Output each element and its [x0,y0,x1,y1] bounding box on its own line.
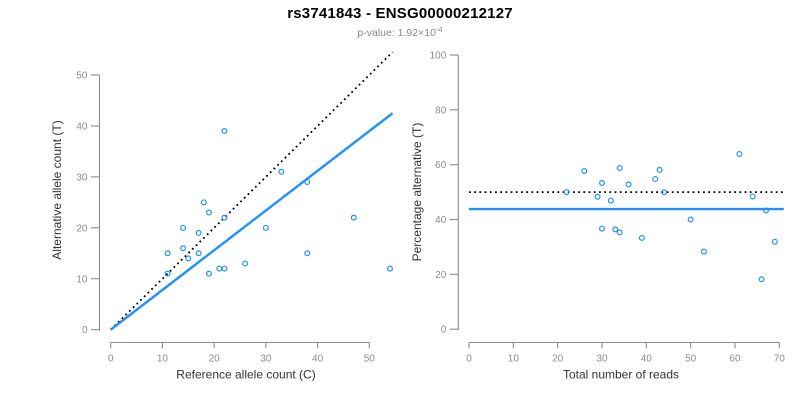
data-point [656,166,663,173]
data-point [278,168,285,175]
data-point [200,199,207,206]
data-point [616,164,623,171]
allele-counts-plot: 0 10 20 30 40 50 0 10 20 30 40 50 Reference allele c… [50,51,394,382]
data-point [164,270,171,277]
y-tick-label: 50 [76,71,88,82]
x-tick-label: 50 [685,354,697,365]
data-point [185,255,192,262]
data-point [612,226,619,233]
data-point [180,245,187,252]
data-point [598,180,605,187]
data-point [262,224,269,231]
y-tick-label: 100 [430,51,447,62]
data-point [638,234,645,241]
data-point [221,128,228,135]
x-tick-label: 20 [552,354,564,365]
data-point [581,167,588,174]
y-tick-label: 30 [76,172,88,183]
data-point [700,248,707,255]
x-axis-title: Total number of reads [563,368,679,382]
y-tick-label: 0 [82,325,88,336]
data-point [763,207,770,214]
y-tick-label: 40 [435,215,447,226]
data-point [687,216,694,223]
data-point [180,224,187,231]
data-point [736,150,743,157]
x-tick-label: 10 [157,354,169,365]
data-point [598,225,605,232]
data-point [758,276,765,283]
y-tick-label: 20 [76,223,88,234]
data-point [304,178,311,185]
data-point [771,238,778,245]
x-tick-label: 10 [508,354,520,365]
x-tick-label: 60 [729,354,741,365]
data-point [661,189,668,196]
data-point [563,189,570,196]
x-tick-label: 70 [774,354,786,365]
x-tick-label: 40 [641,354,653,365]
y-tick-label: 10 [76,274,88,285]
data-point [304,250,311,257]
pvalue-text: p-value: 1.92×10 [357,27,436,39]
y-tick-label: 60 [435,160,447,171]
y-axis-title: Alternative allele count (T) [50,120,64,259]
data-point [164,250,171,257]
x-tick-label: 30 [260,354,272,365]
data-point [616,229,623,236]
data-point [205,209,212,216]
data-point [205,270,212,277]
data-point [242,260,249,267]
y-tick-label: 20 [435,270,447,281]
x-axis-title: Reference allele count (C) [176,368,315,382]
fit-line [109,112,394,331]
data-point [652,175,659,182]
y-tick-label: 0 [441,325,447,336]
y-tick-label: 40 [76,121,88,132]
data-point [216,265,223,272]
x-tick-label: 0 [466,354,472,365]
data-point [386,265,393,272]
identity-line [110,51,394,331]
data-point [607,197,614,204]
x-tick-label: 0 [108,354,114,365]
data-point [594,193,601,200]
data-point [195,250,202,257]
data-point [195,229,202,236]
figure-title: rs3741843 - ENSG00000212127 [287,5,513,22]
data-point [625,181,632,188]
x-tick-label: 20 [209,354,221,365]
data-point [350,214,357,221]
x-tick-label: 50 [364,354,376,365]
y-tick-label: 80 [435,105,447,116]
pvalue-exponent: -4 [435,25,443,34]
percentage-alternative-plot: 0 20 40 60 80 100 0 10 20 30 40 50 60 70 Total number … [410,51,785,382]
data-point [749,193,756,200]
data-point [221,265,228,272]
y-axis-title: Percentage alternative (T) [410,123,424,262]
x-tick-label: 40 [312,354,324,365]
data-point [221,214,228,221]
x-tick-label: 30 [596,354,608,365]
figure-subtitle: p-value: 1.92×10-4 [0,25,800,39]
